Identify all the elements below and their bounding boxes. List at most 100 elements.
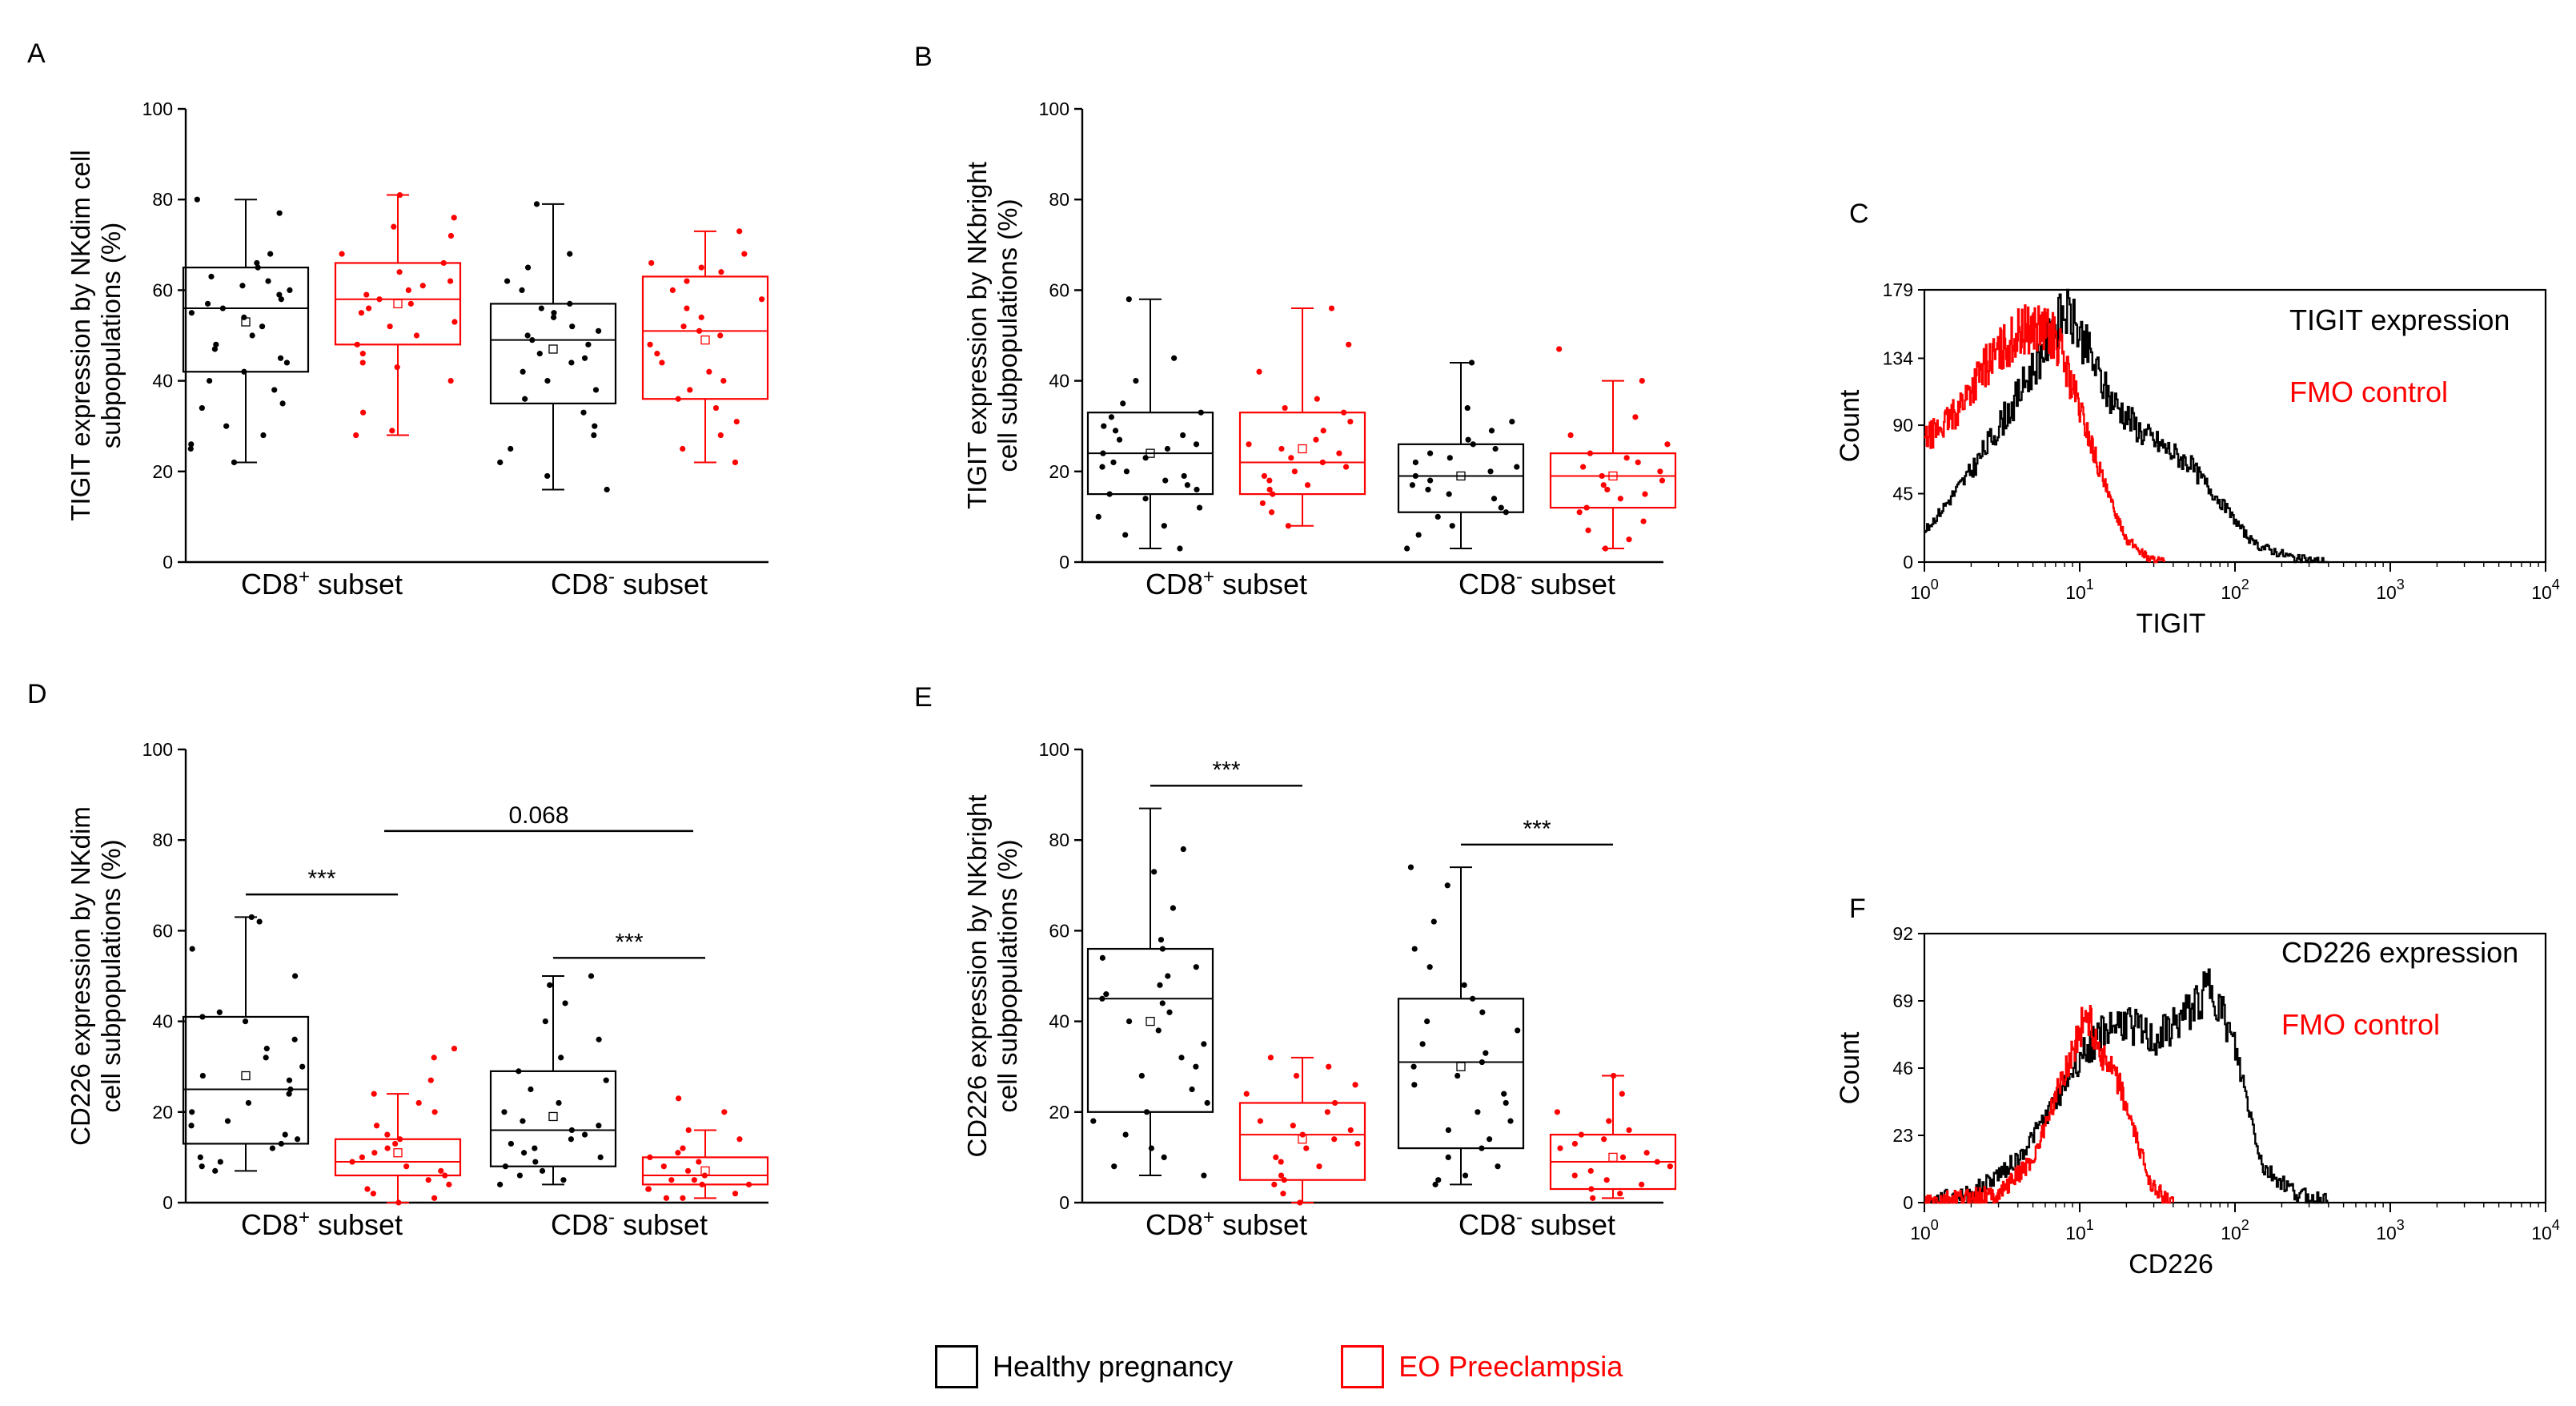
box-b-healthy-1 [1397,443,1525,513]
data-point-e-healthy-0-21 [1143,1109,1150,1115]
mean-marker-d-eop-0 [393,1148,403,1158]
data-point-a-healthy-1-12 [529,337,536,343]
data-point-d-healthy-1-21 [502,1163,509,1170]
data-point-e-eop-0-3 [1352,1082,1358,1088]
data-point-b-eop-1-4 [1664,441,1671,448]
data-point-d-healthy-0-25 [199,1163,205,1170]
data-point-a-eop-0-21 [394,364,400,371]
y-axis-label-line-e-0: CD226 expression by NKbright [962,794,992,1157]
panel-letter-a: A [27,38,46,69]
data-point-b-eop-0-8 [1313,436,1319,443]
data-point-b-eop-0-3 [1314,396,1320,402]
y-axis-label-line-b-1: cell subpopulations (%) [993,199,1022,472]
data-point-d-eop-1-2 [685,1127,692,1134]
data-point-e-eop-1-12 [1667,1163,1673,1170]
y-tick-label-b-40: 40 [1049,371,1069,392]
data-point-e-eop-0-4 [1243,1091,1250,1097]
data-point-e-healthy-1-23 [1445,1154,1451,1160]
mean-marker-b-eop-1 [1608,471,1618,481]
mean-marker-d-healthy-1 [548,1111,558,1122]
y-axis-label-line-d-1: cell subpopulations (%) [96,839,126,1112]
data-point-a-healthy-0-28 [188,441,195,448]
data-point-d-healthy-0-12 [286,1077,293,1083]
y-tick-label-e-0: 0 [1059,1192,1069,1213]
data-point-a-eop-1-15 [659,360,665,366]
data-point-d-eop-0-16 [442,1172,448,1179]
data-point-b-healthy-0-17 [1181,472,1187,480]
data-point-b-eop-0-2 [1256,368,1262,375]
y-tick-label-a-100: 100 [142,98,173,119]
data-point-a-healthy-1-14 [536,351,543,357]
panel-d: D 0 20 40 60 80 100 CD226 expression by NKdimc… [27,679,769,1241]
category-label-rest-b-0: subset [1214,568,1307,601]
data-point-b-eop-0-23 [1285,523,1292,529]
category-label-e-0: CD8+ subset [1146,1207,1307,1241]
category-label-rest-e-1: subset [1523,1208,1615,1241]
data-point-d-eop-1-14 [699,1181,705,1187]
figure-legend: Healthy pregnancy EO Preeclampsia [935,1345,1731,1388]
x-tick-label-c-4: 104 [2531,576,2560,603]
data-point-b-eop-1-19 [1585,527,1591,533]
data-point-d-eop-1-11 [691,1177,697,1183]
data-point-a-healthy-0-20 [283,360,291,366]
data-point-e-healthy-0-7 [1165,973,1171,979]
data-point-d-eop-0-14 [403,1163,410,1170]
data-point-b-eop-0-10 [1278,445,1285,452]
data-point-d-healthy-1-5 [558,1054,564,1061]
category-label-sup-e-1: - [1516,1207,1523,1228]
data-point-b-healthy-1-1 [1464,404,1471,412]
data-point-b-eop-0-11 [1336,450,1342,456]
data-point-d-healthy-0-15 [245,1099,252,1107]
data-point-e-eop-0-21 [1297,1199,1303,1206]
data-point-b-healthy-0-20 [1194,486,1200,493]
data-point-e-healthy-1-6 [1470,995,1476,1002]
x-tick-label-c-2: 102 [2221,576,2249,603]
mean-marker-d-healthy-0 [241,1071,251,1081]
x-tick-exp-f-1: 1 [2086,1217,2094,1233]
y-axis-label-a: TIGIT expression by NKdim cellsubpopulat… [66,150,126,520]
panel-b: B 0 20 40 60 80 100 TIGIT expression by NKbrig… [914,42,1677,601]
data-point-a-healthy-1-8 [551,314,557,320]
box-d-healthy-1 [489,1070,617,1167]
legend-item-preeclampsia: EO Preeclampsia [1341,1345,1623,1388]
data-point-a-eop-1-13 [647,341,653,347]
data-point-a-eop-0-13 [366,305,372,311]
y-tick-label-a-20: 20 [152,461,173,482]
mean-marker-b-healthy-1 [1456,471,1466,481]
y-tick-label-b-0: 0 [1059,552,1069,572]
data-point-a-healthy-0-5 [208,273,215,280]
data-point-e-healthy-0-14 [1155,1027,1162,1034]
data-point-d-eop-1-3 [736,1136,743,1143]
data-point-e-eop-1-1 [1619,1091,1625,1097]
y-tick-label-f-69: 69 [1892,990,1913,1011]
data-point-b-healthy-1-12 [1412,472,1418,480]
data-point-d-healthy-0-3 [291,973,299,979]
data-point-a-eop-1-9 [698,314,704,320]
data-point-e-healthy-0-16 [1178,1054,1185,1061]
data-point-d-healthy-0-11 [199,1072,206,1079]
data-point-a-healthy-1-20 [522,396,528,402]
data-point-d-eop-1-12 [668,1177,675,1183]
data-point-a-eop-0-24 [389,428,395,434]
data-point-b-eop-0-1 [1346,341,1352,347]
data-point-d-healthy-1-25 [497,1181,504,1187]
data-point-a-healthy-1-15 [581,355,588,361]
data-point-e-eop-0-9 [1347,1127,1354,1134]
data-point-d-eop-0-12 [359,1154,366,1160]
mean-marker-a-eop-0 [393,299,403,309]
data-point-a-eop-0-18 [354,341,360,347]
data-point-e-healthy-1-3 [1411,946,1418,952]
data-point-b-healthy-0-9 [1116,436,1123,443]
data-point-e-eop-0-18 [1281,1177,1287,1183]
data-point-a-healthy-0-3 [254,259,260,267]
y-tick-label-d-40: 40 [152,1011,173,1032]
data-point-d-eop-0-2 [427,1077,434,1083]
data-point-b-eop-0-9 [1246,441,1252,448]
data-point-b-eop-1-2 [1632,414,1639,420]
data-point-a-healthy-1-7 [551,310,557,316]
significance-label-d-1: *** [615,929,643,955]
data-point-a-eop-0-0 [396,191,403,199]
x-tick-base-f-4: 10 [2531,1223,2552,1243]
data-point-d-healthy-0-9 [263,1054,269,1061]
data-point-e-eop-0-13 [1303,1145,1310,1151]
